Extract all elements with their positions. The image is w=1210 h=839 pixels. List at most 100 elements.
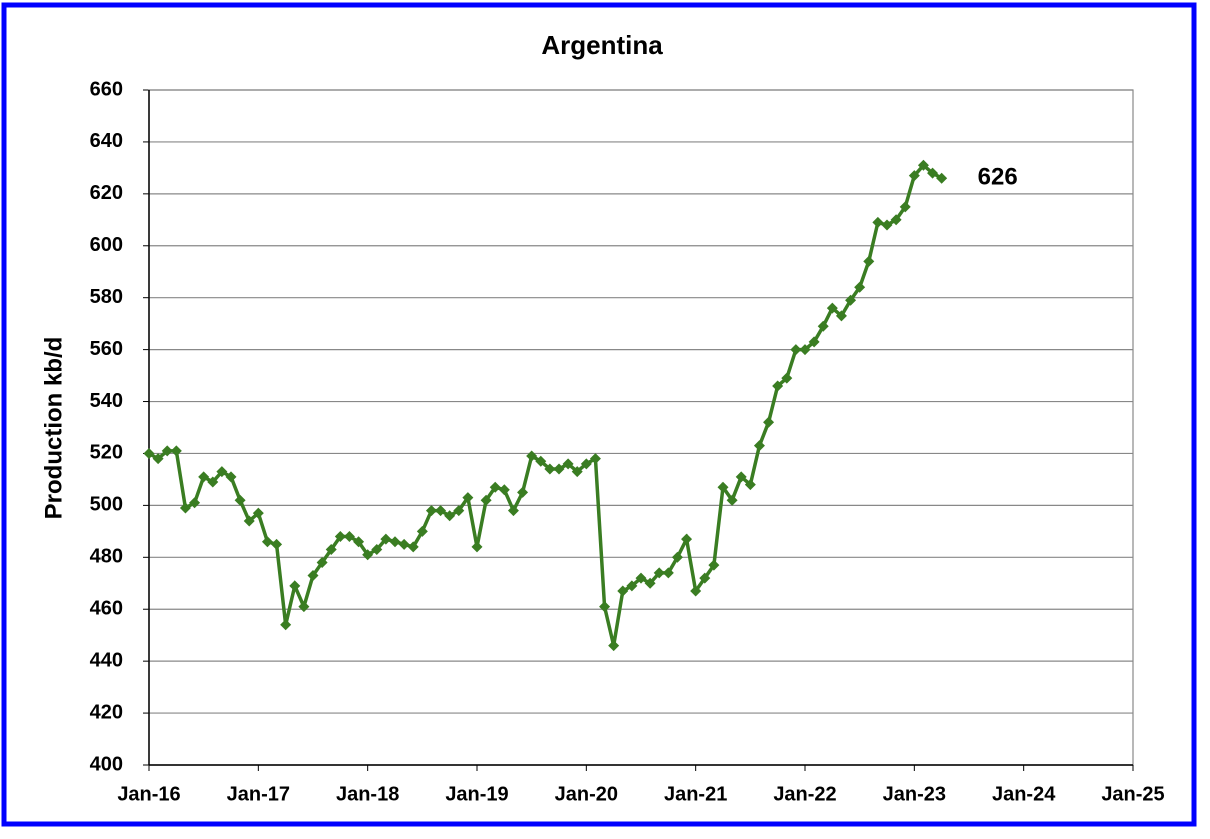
data-point <box>316 557 328 568</box>
data-point <box>243 515 255 527</box>
data-point <box>298 601 310 613</box>
data-point <box>371 544 383 556</box>
data-point <box>225 471 237 483</box>
y-tick-label: 540 <box>90 390 123 412</box>
data-point <box>835 310 847 322</box>
x-tick-label: Jan-24 <box>992 783 1056 805</box>
data-point <box>589 453 601 465</box>
y-tick-label: 560 <box>90 338 123 360</box>
x-tick-label: Jan-22 <box>773 783 836 805</box>
data-point <box>471 541 483 553</box>
data-point <box>662 567 674 579</box>
data-point <box>334 531 346 543</box>
y-tick-label: 440 <box>90 649 123 671</box>
data-point <box>307 569 319 581</box>
data-point <box>936 172 948 184</box>
data-point <box>845 294 857 306</box>
data-point <box>143 447 155 459</box>
x-tick-label: Jan-20 <box>555 783 618 805</box>
data-point <box>179 502 191 514</box>
data-point <box>216 466 228 478</box>
data-point <box>608 640 620 652</box>
data-point <box>881 219 893 231</box>
data-point <box>781 372 793 384</box>
data-point <box>170 445 182 457</box>
data-point <box>763 416 775 428</box>
y-tick-label: 660 <box>90 78 123 100</box>
y-tick-label: 620 <box>90 182 123 204</box>
x-tick-label: Jan-21 <box>664 783 727 805</box>
data-point <box>407 541 419 553</box>
data-point <box>872 216 884 228</box>
data-point <box>489 481 501 493</box>
data-point <box>753 440 765 452</box>
y-tick-label: 480 <box>90 546 123 568</box>
data-point <box>207 476 219 488</box>
y-tick-label: 600 <box>90 234 123 256</box>
data-point <box>699 572 711 584</box>
data-point <box>571 466 583 478</box>
x-tick-label: Jan-18 <box>336 783 399 805</box>
data-point <box>325 544 337 556</box>
data-point <box>389 536 401 548</box>
data-point <box>808 336 820 348</box>
data-point <box>343 531 355 543</box>
data-point <box>708 559 720 571</box>
data-point <box>562 458 574 470</box>
data-point <box>599 601 611 613</box>
data-point <box>535 455 547 467</box>
y-tick-label: 400 <box>90 753 123 775</box>
data-point <box>671 551 683 563</box>
y-tick-label: 580 <box>90 286 123 308</box>
data-point <box>681 533 693 545</box>
data-point <box>826 302 838 314</box>
frame <box>1 2 1197 827</box>
data-point <box>435 505 447 517</box>
data-point <box>626 580 638 592</box>
data-point <box>380 533 392 545</box>
data-point <box>271 538 283 550</box>
data-point <box>553 463 565 475</box>
data-point <box>161 445 173 457</box>
data-point <box>507 505 519 517</box>
x-tick-label: Jan-16 <box>117 783 180 805</box>
data-point <box>526 450 538 462</box>
data-point <box>863 255 875 267</box>
data-point <box>580 458 592 470</box>
data-point <box>817 320 829 332</box>
data-point <box>280 619 292 631</box>
data-point <box>234 494 246 506</box>
data-point <box>908 170 920 182</box>
data-point <box>462 492 474 504</box>
x-tick-label: Jan-19 <box>445 783 508 805</box>
y-tick-label: 640 <box>90 130 123 152</box>
data-point <box>353 536 365 548</box>
x-tick-label: Jan-23 <box>883 783 946 805</box>
data-point <box>717 481 729 493</box>
data-point <box>444 510 456 522</box>
data-point <box>617 585 629 597</box>
data-point <box>189 497 201 509</box>
data-point <box>927 167 939 179</box>
data-point <box>252 507 264 519</box>
chart-title: Argentina <box>541 30 663 60</box>
y-tick-label: 520 <box>90 442 123 464</box>
y-tick-label: 460 <box>90 598 123 620</box>
data-point <box>653 567 665 579</box>
data-point <box>644 577 656 589</box>
data-point <box>726 494 738 506</box>
data-point <box>635 572 647 584</box>
data-point <box>517 486 529 498</box>
data-point <box>890 214 902 226</box>
y-axis-label: Production kb/d <box>40 337 67 520</box>
data-point <box>289 580 301 592</box>
annotation: 626 <box>978 164 1018 191</box>
data-point <box>480 494 492 506</box>
data-point <box>198 471 210 483</box>
data-point <box>772 380 784 392</box>
data-point <box>790 344 802 356</box>
data-line <box>148 162 943 646</box>
data-point <box>917 159 929 171</box>
data-point <box>744 479 756 491</box>
data-point <box>261 536 273 548</box>
